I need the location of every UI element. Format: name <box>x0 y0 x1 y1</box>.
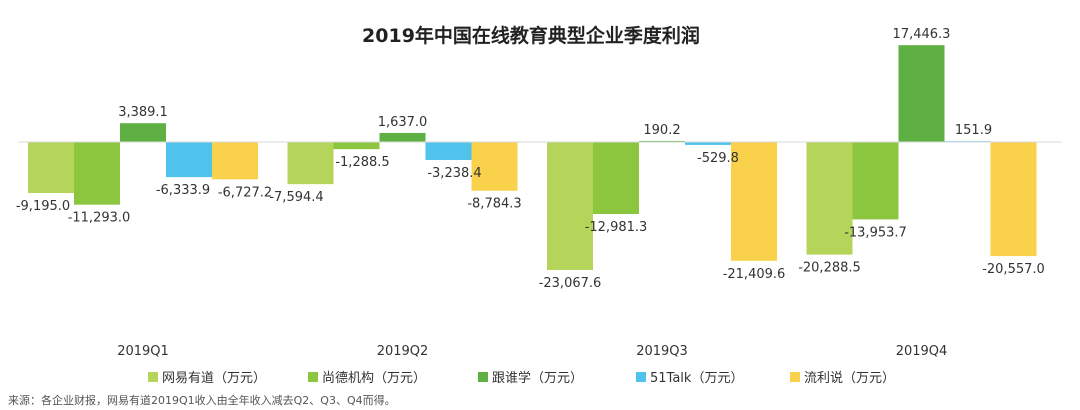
data-label: 3,389.1 <box>118 105 168 120</box>
category-label: 2019Q2 <box>377 344 429 359</box>
legend: 网易有道（万元） 尚德机构（万元） 跟谁学（万元） 51Talk（万元） 流利说（万元） <box>148 370 895 386</box>
bar <box>425 142 472 160</box>
legend-swatch <box>478 372 488 382</box>
legend-label: 网易有道（万元） <box>162 371 266 386</box>
data-label: -8,784.3 <box>467 197 521 212</box>
bar <box>212 142 258 180</box>
data-label: 151.9 <box>955 123 992 138</box>
bar <box>120 123 166 142</box>
legend-label: 流利说（万元） <box>804 371 895 386</box>
legend-swatch <box>790 372 800 382</box>
data-label: -529.8 <box>697 151 739 166</box>
data-label: -21,409.6 <box>723 267 786 282</box>
bar <box>990 142 1037 257</box>
data-label: -11,293.0 <box>68 211 131 226</box>
legend-swatch <box>308 372 318 382</box>
bar <box>806 142 853 255</box>
bar <box>471 142 518 191</box>
legend-swatch <box>636 372 646 382</box>
data-label: -3,238.4 <box>427 166 481 181</box>
bar <box>639 140 685 142</box>
legend-swatch <box>148 372 158 382</box>
data-labels-layer: -9,195.0-11,293.0 3,389.1 -6,333.9 -6,727.2… <box>16 27 1045 291</box>
data-label: -23,067.6 <box>539 276 602 291</box>
legend-label: 51Talk（万元） <box>650 371 743 386</box>
data-label: 190.2 <box>643 123 680 138</box>
data-label: -13,953.7 <box>844 225 907 240</box>
data-label: -7,594.4 <box>269 190 323 205</box>
bar <box>379 132 426 142</box>
bar <box>685 142 731 145</box>
data-label: -6,333.9 <box>156 183 210 198</box>
bar <box>74 142 120 205</box>
bar <box>898 45 945 142</box>
bar <box>547 142 593 270</box>
data-label: -6,727.2 <box>218 185 272 200</box>
data-label: 17,446.3 <box>893 27 951 42</box>
bars-layer <box>28 45 1037 270</box>
data-label: -12,981.3 <box>585 220 648 235</box>
legend-label: 尚德机构（万元） <box>322 371 426 386</box>
bar <box>166 142 212 178</box>
source-note: 来源：各企业财报，网易有道2019Q1收入由全年收入减去Q2、Q3、Q4而得。 <box>8 393 396 407</box>
bar <box>333 142 380 150</box>
legend-label: 跟谁学（万元） <box>492 370 583 386</box>
chart-title: 2019年中国在线教育典型企业季度利润 <box>362 24 700 47</box>
data-label: -1,288.5 <box>335 155 389 170</box>
bar <box>852 142 899 220</box>
bar <box>28 142 74 194</box>
data-label: 1,637.0 <box>378 115 428 130</box>
category-label: 2019Q3 <box>636 344 688 359</box>
category-label: 2019Q1 <box>117 344 169 359</box>
data-label: -20,288.5 <box>798 261 861 276</box>
bar <box>731 142 777 261</box>
category-label: 2019Q4 <box>896 344 948 359</box>
data-label: -9,195.0 <box>16 199 70 214</box>
bar <box>593 142 639 215</box>
bar <box>287 142 334 185</box>
category-labels-layer: 2019Q1 2019Q2 2019Q3 2019Q4 <box>117 344 947 359</box>
data-label: -20,557.0 <box>982 262 1045 277</box>
